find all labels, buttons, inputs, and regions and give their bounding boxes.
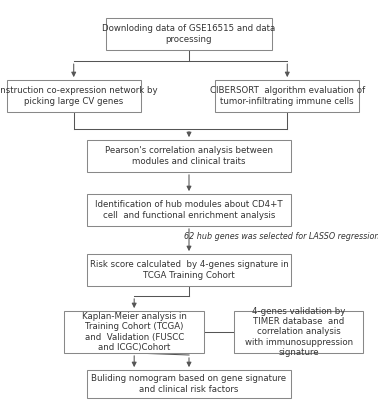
Text: Buliding nomogram based on gene signature
and clinical risk factors: Buliding nomogram based on gene signatur… (91, 374, 287, 394)
Text: Kaplan-Meier analysis in
Training Cohort (TCGA)
and  Validation (FUSCC
and ICGC): Kaplan-Meier analysis in Training Cohort… (82, 312, 187, 352)
FancyBboxPatch shape (7, 80, 141, 112)
Text: Pearson's correlation analysis between
modules and clinical traits: Pearson's correlation analysis between m… (105, 146, 273, 166)
FancyBboxPatch shape (215, 80, 359, 112)
Text: CIBERSORT  algorithm evaluation of
tumor-infiltrating immune cells: CIBERSORT algorithm evaluation of tumor-… (210, 86, 365, 106)
FancyBboxPatch shape (234, 311, 363, 353)
FancyBboxPatch shape (87, 254, 291, 286)
Text: Risk score calculated  by 4-genes signature in
TCGA Training Cohort: Risk score calculated by 4-genes signatu… (90, 260, 288, 280)
Text: Identification of hub modules about CD4+T
cell  and functional enrichment analys: Identification of hub modules about CD4+… (95, 200, 283, 220)
Text: Downloding data of GSE16515 and data
processing: Downloding data of GSE16515 and data pro… (102, 24, 276, 44)
FancyBboxPatch shape (106, 18, 272, 50)
Text: Construction co-expression network by
picking large CV genes: Construction co-expression network by pi… (0, 86, 158, 106)
FancyBboxPatch shape (64, 311, 204, 353)
FancyBboxPatch shape (87, 194, 291, 226)
FancyBboxPatch shape (87, 370, 291, 398)
Text: 4-genes validation by
TIMER database  and
correlation analysis
with immunosuppre: 4-genes validation by TIMER database and… (245, 307, 353, 357)
Text: 62 hub genes was selected for LASSO regression: 62 hub genes was selected for LASSO regr… (184, 232, 378, 241)
FancyBboxPatch shape (87, 140, 291, 172)
